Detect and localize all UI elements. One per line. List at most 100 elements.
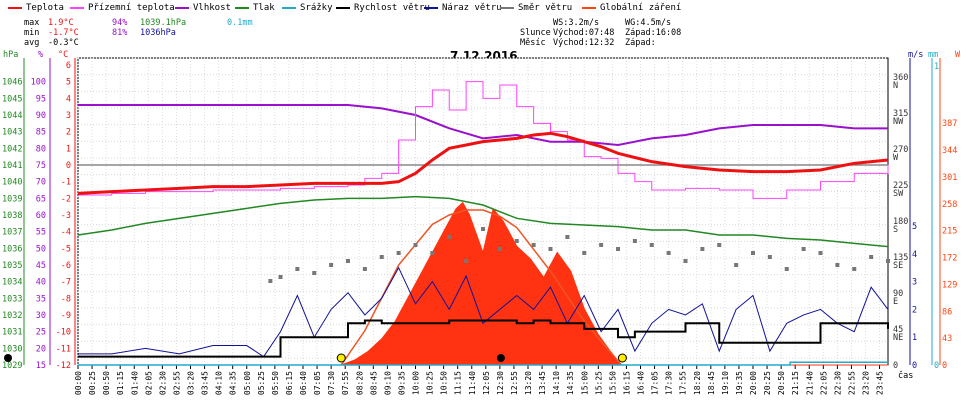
- wind-direction-point: [430, 251, 435, 255]
- wind-direction-point: [751, 251, 755, 255]
- tick-label-direction: 45: [893, 325, 903, 335]
- min-humidity: 81%: [112, 28, 128, 38]
- x-tick-label: 07:30: [327, 371, 336, 395]
- legend-label: Směr větru: [518, 3, 573, 13]
- x-tick-label: 08:45: [369, 371, 378, 395]
- x-tick-label: 18:20: [693, 371, 702, 395]
- wind-direction-point: [531, 243, 536, 247]
- tick-label-ms: 4: [912, 250, 917, 260]
- legend-item: Vlhkost: [175, 3, 231, 13]
- axis-unit-temp: °C: [58, 50, 68, 60]
- legend-item: Náraz větru: [424, 3, 502, 13]
- x-tick-label: 06:40: [299, 371, 308, 395]
- tick-label-ms: 1: [912, 333, 917, 343]
- wind-direction-point: [565, 235, 570, 239]
- legend-swatch: [336, 6, 350, 9]
- wind-direction-point: [268, 279, 273, 283]
- wind-direction-point: [784, 267, 789, 271]
- tick-label-w: 129: [942, 280, 957, 290]
- wind-direction-point: [852, 267, 857, 271]
- tick-label-w: 86: [942, 307, 952, 317]
- tick-label-temp: 0: [66, 161, 71, 171]
- x-tick-label: 11:15: [454, 371, 463, 395]
- tick-label-temp: -8: [61, 294, 71, 304]
- legend-item: Tlak: [235, 3, 275, 13]
- wind-speed-line: [78, 319, 889, 358]
- temperature-line: [77, 131, 889, 195]
- x-tick-label: 15:50: [608, 371, 617, 395]
- x-tick-label: 15:00: [580, 371, 589, 395]
- x-tick-label: 17:05: [651, 371, 660, 395]
- tick-label-direction: 270: [893, 145, 908, 155]
- sunset: Západ:16:08: [625, 28, 682, 38]
- x-tick-label: 00:50: [102, 371, 111, 395]
- x-tick-label: 04:10: [215, 371, 224, 395]
- wind-direction-point: [599, 243, 604, 247]
- wind-direction-point: [362, 267, 367, 271]
- tick-label-temp: 1: [66, 144, 71, 154]
- x-tick-label: 10:00: [412, 371, 421, 395]
- wind-direction-point: [700, 247, 705, 251]
- wind-direction-point: [734, 263, 739, 267]
- x-tick-label: 17:30: [665, 371, 674, 395]
- wind-direction-point: [666, 251, 671, 255]
- tick-label-direction: SW: [893, 189, 904, 199]
- wind-direction-point: [497, 247, 502, 251]
- legend-swatch: [282, 6, 296, 9]
- wind-direction-point: [413, 243, 418, 247]
- x-tick-label: 09:35: [397, 371, 406, 395]
- wind-direction-point: [312, 271, 317, 275]
- tick-label-humidity: 30: [36, 311, 46, 321]
- wind-direction-point: [869, 255, 874, 259]
- axis-unit-ms: m/s: [908, 50, 923, 60]
- tick-label-humidity: 75: [36, 161, 46, 171]
- tick-label-hpa: 1038: [2, 211, 22, 221]
- tick-label-humidity: 55: [36, 228, 46, 238]
- axis-unit-hpa: hPa: [3, 50, 18, 60]
- axis-unit-humidity: %: [38, 50, 43, 60]
- tick-label-direction: 225: [893, 181, 908, 191]
- wind-direction-point: [481, 227, 485, 231]
- max-temp: 1.9°C: [48, 18, 74, 28]
- sunrise: Východ:07:48: [553, 28, 615, 38]
- tick-label-temp: -10: [56, 328, 71, 338]
- legend: Teplota Přízemní teplota Vlhkost Tlak Srážky…: [0, 0, 966, 16]
- legend-label: Globální záření: [600, 3, 682, 13]
- tick-label-temp: -5: [61, 244, 71, 254]
- legend-item: Teplota: [8, 3, 64, 13]
- wind-direction-point: [548, 247, 553, 251]
- tick-label-w: 0: [942, 361, 947, 371]
- pressure-line: [77, 195, 889, 248]
- tick-label-ms: 2: [912, 305, 917, 315]
- x-tick-label: 17:55: [679, 371, 688, 395]
- tick-label-direction: NE: [893, 333, 903, 343]
- x-tick-label: 01:40: [130, 371, 139, 395]
- tick-label-humidity: 100: [31, 78, 46, 88]
- x-tick-label: 02:05: [144, 371, 153, 395]
- legend-item: Rychlost větru: [336, 3, 430, 13]
- tick-label-humidity: 45: [36, 261, 46, 271]
- tick-label-temp: -3: [61, 211, 71, 221]
- max-pressure: 1039.1hPa: [140, 18, 187, 28]
- tick-label-humidity: 60: [36, 211, 46, 221]
- x-tick-label: 10:25: [426, 371, 435, 395]
- wind-direction-point: [379, 255, 384, 259]
- tick-label-hpa: 1040: [2, 178, 22, 188]
- tick-label-ms: 0: [912, 361, 917, 371]
- tick-label-humidity: 90: [36, 111, 46, 121]
- x-tick-label: 22:30: [833, 371, 842, 395]
- max-rain: 0.1mm: [227, 18, 253, 28]
- tick-label-temp: 5: [66, 78, 71, 88]
- tick-label-temp: -6: [61, 261, 71, 271]
- tick-label-temp: 6: [66, 61, 71, 71]
- moon-label: Měsíc: [520, 38, 546, 48]
- tick-label-w: 215: [942, 227, 957, 237]
- x-tick-label: 09:10: [383, 371, 392, 395]
- max-label: max: [24, 18, 40, 28]
- x-tick-label: 16:40: [637, 371, 646, 395]
- sun-label: Slunce: [520, 28, 551, 38]
- axis-unit-w: W: [955, 50, 961, 60]
- x-tick-label: 23:45: [876, 371, 885, 395]
- x-tick-label: 11:40: [468, 371, 477, 395]
